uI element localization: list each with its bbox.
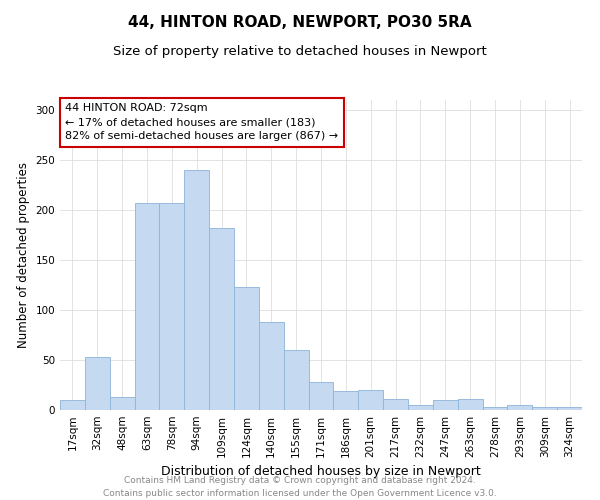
Bar: [557, 407, 582, 410]
Bar: [110, 397, 134, 410]
Bar: [508, 405, 532, 410]
Text: 44 HINTON ROAD: 72sqm
← 17% of detached houses are smaller (183)
82% of semi-det: 44 HINTON ROAD: 72sqm ← 17% of detached …: [65, 103, 338, 141]
Text: 44, HINTON ROAD, NEWPORT, PO30 5RA: 44, HINTON ROAD, NEWPORT, PO30 5RA: [128, 15, 472, 30]
Y-axis label: Number of detached properties: Number of detached properties: [17, 162, 30, 348]
Bar: [160, 203, 184, 410]
Bar: [284, 350, 308, 410]
Bar: [308, 382, 334, 410]
Text: Contains HM Land Registry data © Crown copyright and database right 2024.
Contai: Contains HM Land Registry data © Crown c…: [103, 476, 497, 498]
Bar: [334, 391, 358, 410]
Bar: [408, 405, 433, 410]
Bar: [60, 400, 85, 410]
Bar: [234, 287, 259, 410]
Bar: [259, 322, 284, 410]
Bar: [458, 399, 482, 410]
Bar: [134, 203, 160, 410]
Bar: [433, 400, 458, 410]
Bar: [85, 357, 110, 410]
Bar: [482, 407, 508, 410]
Bar: [532, 407, 557, 410]
Bar: [383, 399, 408, 410]
Bar: [184, 170, 209, 410]
Text: Size of property relative to detached houses in Newport: Size of property relative to detached ho…: [113, 45, 487, 58]
Bar: [209, 228, 234, 410]
X-axis label: Distribution of detached houses by size in Newport: Distribution of detached houses by size …: [161, 466, 481, 478]
Bar: [358, 390, 383, 410]
